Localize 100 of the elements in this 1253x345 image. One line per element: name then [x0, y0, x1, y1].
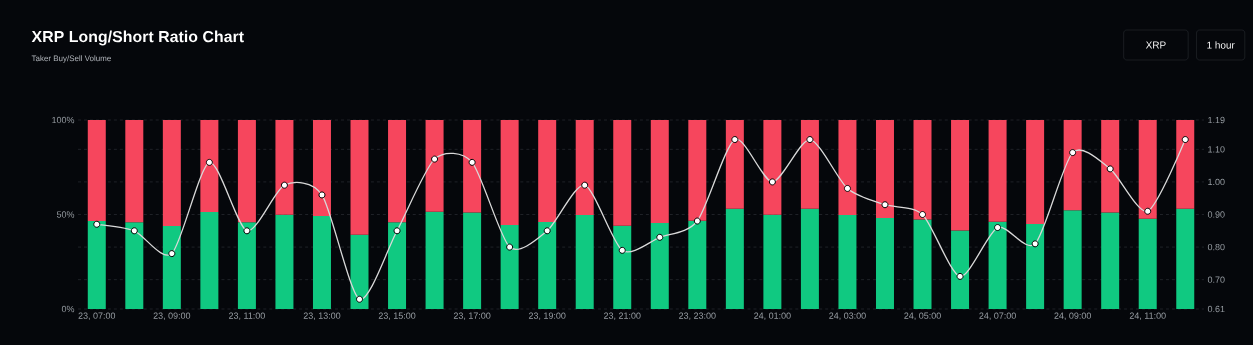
x-tick-label: 24, 07:00 — [979, 312, 1016, 320]
y-tick-label: 50% — [56, 211, 75, 218]
point — [768, 178, 776, 186]
point — [919, 211, 927, 218]
bar — [1026, 223, 1045, 309]
x-tick-label: 23, 07:00 — [78, 312, 116, 320]
x-tick-label: 23, 17:00 — [453, 312, 491, 320]
bar — [237, 222, 256, 309]
bar — [237, 120, 256, 223]
bar — [613, 225, 632, 309]
bar — [763, 120, 782, 215]
bar — [275, 120, 294, 215]
y2-tick-label: 1.00 — [1208, 178, 1225, 186]
y2-tick-label: 1.10 — [1208, 146, 1225, 153]
bar — [913, 219, 932, 309]
point — [93, 220, 101, 228]
bar — [538, 222, 557, 309]
x-tick-label: 23, 11:00 — [229, 312, 265, 320]
point — [581, 181, 589, 189]
point — [731, 136, 739, 144]
bar — [125, 120, 144, 223]
text: XRP — [1145, 41, 1166, 49]
x-tick-label: 23, 09:00 — [153, 312, 191, 320]
point — [994, 224, 1002, 232]
point — [1181, 136, 1189, 144]
bar — [1138, 218, 1157, 309]
y2-tick-label: 0.70 — [1207, 276, 1225, 283]
point — [1144, 207, 1152, 215]
bar — [838, 120, 857, 216]
point — [618, 246, 626, 254]
bar — [763, 214, 782, 309]
bar — [125, 222, 144, 309]
bar — [425, 211, 444, 309]
bar — [200, 212, 219, 309]
bar — [951, 230, 970, 309]
y2-tick-label: 1.19 — [1208, 116, 1225, 124]
bar — [350, 234, 369, 309]
bar — [350, 120, 369, 235]
bar — [388, 120, 407, 223]
bar — [1138, 120, 1157, 219]
x-tick-label: 24, 01:00 — [754, 312, 791, 320]
point — [280, 181, 288, 189]
bar — [1176, 208, 1195, 309]
point — [168, 250, 176, 258]
point — [656, 233, 664, 241]
chart-title: XRP Long/Short Ratio Chart — [31, 30, 244, 46]
x-tick-label: 23, 23:00 — [679, 312, 716, 320]
bar — [87, 220, 106, 309]
bar — [838, 215, 857, 309]
point — [843, 184, 851, 192]
point — [468, 158, 476, 166]
y2-tick-label: 0.80 — [1207, 243, 1225, 251]
bar — [575, 215, 594, 309]
bar — [913, 120, 932, 220]
bar — [875, 218, 894, 309]
x-tick-label: 23, 19:00 — [528, 312, 566, 320]
bar — [463, 120, 482, 213]
x-tick-label: 24, 05:00 — [904, 312, 941, 320]
point — [806, 136, 814, 144]
x-tick-label: 24, 03:00 — [829, 312, 866, 320]
bar — [1176, 120, 1195, 209]
bar — [538, 120, 557, 223]
point — [130, 227, 138, 235]
bar — [312, 120, 331, 217]
y2-tick-label: 0.61 — [1207, 305, 1225, 313]
bar — [463, 212, 482, 309]
bar — [312, 216, 331, 309]
bar — [1063, 120, 1082, 211]
bar — [1026, 120, 1045, 224]
bar — [725, 208, 744, 309]
point — [1031, 240, 1039, 248]
bar — [613, 120, 632, 226]
point — [356, 295, 364, 303]
bar — [875, 120, 894, 219]
point — [693, 217, 701, 225]
bar — [200, 120, 219, 213]
x-tick-label: 24, 11:00 — [1129, 312, 1166, 320]
point — [506, 243, 514, 251]
bar — [388, 222, 407, 309]
bar — [688, 120, 707, 221]
point — [205, 158, 213, 166]
bar — [575, 120, 594, 216]
bar — [988, 221, 1007, 309]
point — [318, 191, 326, 199]
bar — [988, 120, 1007, 222]
y-tick-label: 100% — [52, 116, 75, 124]
bar — [275, 214, 294, 309]
x-tick-label: 23, 15:00 — [378, 312, 416, 320]
point — [956, 272, 964, 280]
bar — [688, 220, 707, 309]
point — [1106, 165, 1114, 173]
bar — [87, 120, 106, 221]
point — [243, 227, 251, 235]
y2-tick-label: 0.90 — [1207, 211, 1225, 218]
bar — [162, 120, 181, 227]
x-tick-label: 23, 21:00 — [604, 312, 641, 320]
bar — [1101, 212, 1120, 309]
point — [431, 155, 439, 163]
bar — [500, 120, 519, 226]
bar — [162, 226, 181, 309]
